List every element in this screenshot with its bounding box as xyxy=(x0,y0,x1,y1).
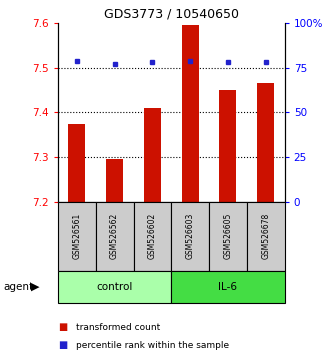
Bar xyxy=(58,202,96,271)
Text: GSM526562: GSM526562 xyxy=(110,213,119,259)
Title: GDS3773 / 10540650: GDS3773 / 10540650 xyxy=(104,7,239,21)
Text: ▶: ▶ xyxy=(30,282,39,292)
Bar xyxy=(247,202,285,271)
Text: ■: ■ xyxy=(58,322,67,332)
Bar xyxy=(171,271,285,303)
Text: percentile rank within the sample: percentile rank within the sample xyxy=(76,341,229,350)
Bar xyxy=(68,124,85,202)
Bar xyxy=(257,83,274,202)
Bar xyxy=(171,202,209,271)
Bar xyxy=(182,25,199,202)
Bar xyxy=(144,108,161,202)
Bar xyxy=(133,202,171,271)
Text: GSM526561: GSM526561 xyxy=(72,213,81,259)
Bar xyxy=(106,159,123,202)
Bar xyxy=(219,90,236,202)
Text: IL-6: IL-6 xyxy=(218,282,237,292)
Text: agent: agent xyxy=(3,282,33,292)
Text: GSM526603: GSM526603 xyxy=(186,213,195,259)
Text: transformed count: transformed count xyxy=(76,323,161,332)
Bar xyxy=(209,202,247,271)
Bar xyxy=(58,271,171,303)
Text: control: control xyxy=(96,282,133,292)
Text: ■: ■ xyxy=(58,340,67,350)
Bar xyxy=(96,202,133,271)
Text: GSM526602: GSM526602 xyxy=(148,213,157,259)
Text: GSM526605: GSM526605 xyxy=(223,213,232,259)
Text: GSM526678: GSM526678 xyxy=(261,213,270,259)
